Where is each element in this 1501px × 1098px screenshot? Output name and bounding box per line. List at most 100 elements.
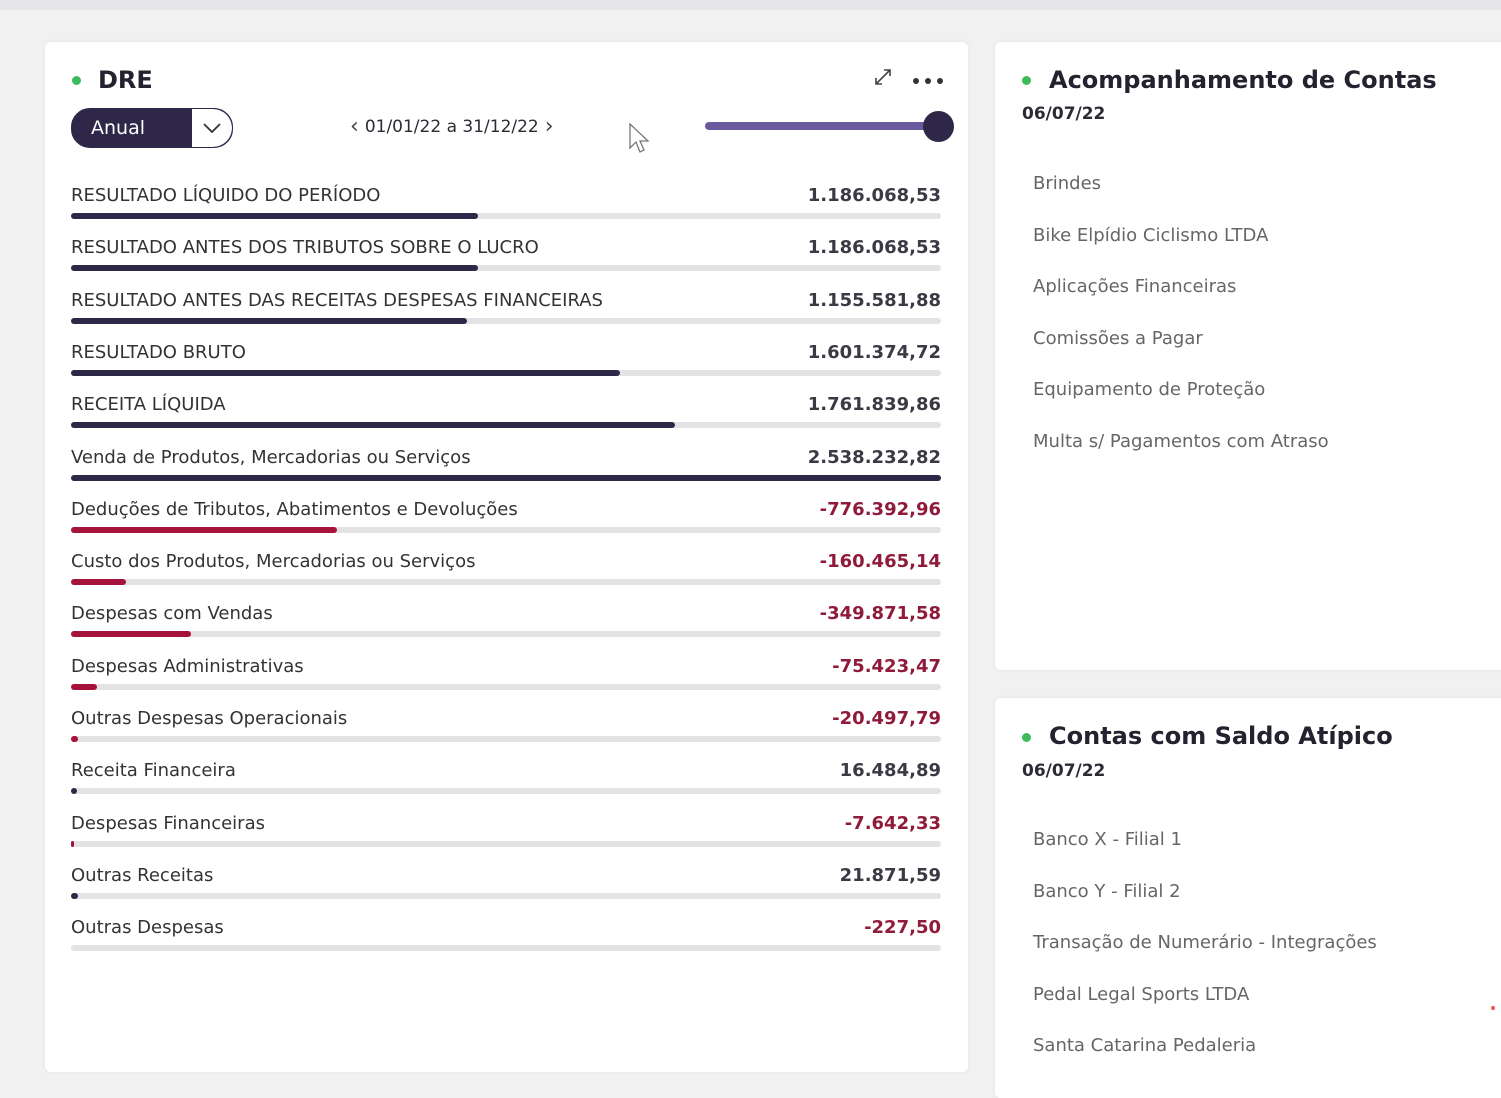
row-bar-fill (71, 736, 78, 742)
dre-row[interactable]: RESULTADO ANTES DOS TRIBUTOS SOBRE O LUC… (71, 237, 941, 277)
dre-row[interactable]: Outras Despesas Operacionais -20.497,79 (71, 708, 941, 748)
row-bar-fill (71, 475, 941, 481)
row-label: RECEITA LÍQUIDA (71, 394, 226, 415)
expand-icon[interactable] (872, 66, 894, 92)
row-label: Outras Despesas Operacionais (71, 708, 347, 729)
dre-row[interactable]: RESULTADO ANTES DAS RECEITAS DESPESAS FI… (71, 290, 941, 330)
row-bar-fill (71, 893, 78, 899)
row-label: Deduções de Tributos, Abatimentos e Devo… (71, 499, 518, 520)
status-dot (1022, 733, 1031, 742)
chevron-down-icon[interactable] (191, 109, 232, 147)
row-bar-track (71, 841, 941, 847)
row-value: 1.186.068,53 (808, 185, 941, 206)
list-item[interactable]: Banco Y - Filial 2 (1033, 881, 1181, 902)
list-item[interactable]: Aplicações Financeiras (1033, 276, 1236, 297)
list-item[interactable]: Multa s/ Pagamentos com Atraso (1033, 431, 1329, 452)
indicator-dot (1491, 1006, 1495, 1010)
row-label: RESULTADO ANTES DAS RECEITAS DESPESAS FI… (71, 290, 603, 311)
dre-row[interactable]: RESULTADO BRUTO 1.601.374,72 (71, 342, 941, 382)
row-value: -349.871,58 (820, 603, 941, 624)
slider-handle[interactable] (923, 111, 954, 142)
row-bar-track (71, 788, 941, 794)
row-bar-track (71, 213, 941, 219)
top-bar (0, 0, 1501, 10)
dre-row[interactable]: Receita Financeira 16.484,89 (71, 760, 941, 800)
row-bar-track (71, 318, 941, 324)
row-bar-fill (71, 265, 478, 271)
dre-row[interactable]: Outras Despesas -227,50 (71, 917, 941, 957)
row-label: Despesas Financeiras (71, 813, 265, 834)
row-bar-track (71, 893, 941, 899)
row-bar-fill (71, 579, 126, 585)
mouse-cursor-icon (628, 122, 650, 158)
row-label: RESULTADO BRUTO (71, 342, 246, 363)
row-bar-track (71, 475, 941, 481)
row-value: -20.497,79 (832, 708, 941, 729)
row-value: -160.465,14 (820, 551, 941, 572)
card-title: Acompanhamento de Contas (1049, 66, 1437, 94)
dre-row[interactable]: Despesas Financeiras -7.642,33 (71, 813, 941, 853)
row-label: Custo dos Produtos, Mercadorias ou Servi… (71, 551, 475, 572)
row-value: 1.155.581,88 (808, 290, 941, 311)
row-bar-fill (71, 370, 620, 376)
row-bar-fill (71, 841, 74, 847)
dre-row[interactable]: Custo dos Produtos, Mercadorias ou Servi… (71, 551, 941, 591)
saldo-atipico-card: Contas com Saldo Atípico 06/07/22 Banco … (995, 698, 1501, 1098)
dre-card: DRE Anual ‹ 01/01/22 a 31/12/22 › RESULT… (45, 42, 968, 1072)
chevron-right-icon[interactable]: › (545, 114, 554, 139)
list-item[interactable]: Banco X - Filial 1 (1033, 829, 1182, 850)
row-bar-track (71, 370, 941, 376)
list-item[interactable]: Comissões a Pagar (1033, 328, 1203, 349)
row-bar-fill (71, 527, 337, 533)
row-value: 2.538.232,82 (808, 447, 941, 468)
list-item[interactable]: Bike Elpídio Ciclismo LTDA (1033, 225, 1268, 246)
row-value: 1.601.374,72 (808, 342, 941, 363)
period-navigator: ‹ 01/01/22 a 31/12/22 › (350, 114, 554, 139)
list-item[interactable]: Pedal Legal Sports LTDA (1033, 984, 1249, 1005)
row-bar-track (71, 684, 941, 690)
row-value: -776.392,96 (820, 499, 941, 520)
row-bar-fill (71, 318, 467, 324)
dre-row[interactable]: Despesas com Vendas -349.871,58 (71, 603, 941, 643)
row-bar-track (71, 736, 941, 742)
list-item[interactable]: Equipamento de Proteção (1033, 379, 1265, 400)
slider-track[interactable] (705, 122, 937, 130)
row-label: Venda de Produtos, Mercadorias ou Serviç… (71, 447, 471, 468)
row-bar-track (71, 265, 941, 271)
dre-row[interactable]: RESULTADO LÍQUIDO DO PERÍODO 1.186.068,5… (71, 185, 941, 225)
acompanhamento-card: Acompanhamento de Contas 06/07/22 Brinde… (995, 42, 1501, 670)
card-title: Contas com Saldo Atípico (1049, 722, 1393, 750)
row-bar-track (71, 631, 941, 637)
row-label: RESULTADO ANTES DOS TRIBUTOS SOBRE O LUC… (71, 237, 539, 258)
row-label: Despesas com Vendas (71, 603, 273, 624)
list-item[interactable]: Transação de Numerário - Integrações (1033, 932, 1377, 953)
status-dot (1022, 76, 1031, 85)
row-value: -75.423,47 (832, 656, 941, 677)
row-label: Despesas Administrativas (71, 656, 304, 677)
list-item[interactable]: Brindes (1033, 173, 1101, 194)
row-label: Outras Receitas (71, 865, 213, 886)
card-title: DRE (98, 66, 153, 94)
period-type-value: Anual (91, 117, 145, 139)
row-bar-fill (71, 422, 675, 428)
row-bar-track (71, 945, 941, 951)
row-bar-fill (71, 631, 191, 637)
row-value: 16.484,89 (840, 760, 941, 781)
dre-row[interactable]: Venda de Produtos, Mercadorias ou Serviç… (71, 447, 941, 487)
card-date: 06/07/22 (1022, 761, 1105, 781)
row-bar-track (71, 422, 941, 428)
row-value: 1.186.068,53 (808, 237, 941, 258)
dre-row[interactable]: Outras Receitas 21.871,59 (71, 865, 941, 905)
dre-row[interactable]: Deduções de Tributos, Abatimentos e Devo… (71, 499, 941, 539)
row-value: 1.761.839,86 (808, 394, 941, 415)
row-label: Outras Despesas (71, 917, 224, 938)
dre-row[interactable]: Despesas Administrativas -75.423,47 (71, 656, 941, 696)
row-label: Receita Financeira (71, 760, 236, 781)
status-dot (72, 76, 81, 85)
period-type-select[interactable]: Anual (71, 108, 233, 148)
chevron-left-icon[interactable]: ‹ (350, 114, 359, 139)
row-value: -7.642,33 (845, 813, 941, 834)
dre-row[interactable]: RECEITA LÍQUIDA 1.761.839,86 (71, 394, 941, 434)
row-bar-fill (71, 213, 478, 219)
more-options-icon[interactable] (912, 70, 944, 89)
